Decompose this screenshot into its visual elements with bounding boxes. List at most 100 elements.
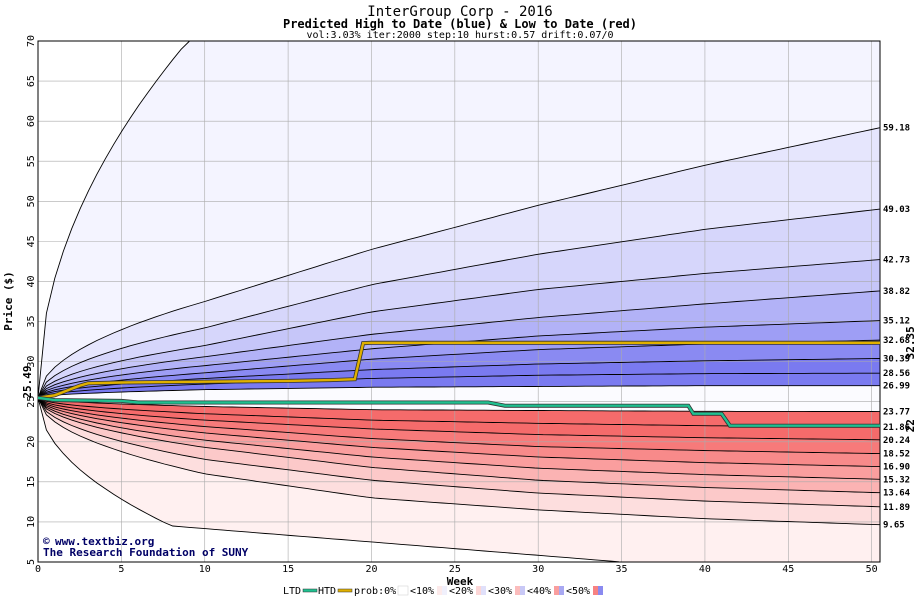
quantile-labels: 59.18 49.03 42.73 38.82 35.12 32.68 30.39 28.56… xyxy=(883,124,917,531)
plot-area xyxy=(38,41,880,562)
htd-value-label: 32.35 xyxy=(904,326,917,359)
htd-quantile-label: 35.12 xyxy=(883,317,910,327)
legend-ltd-label: LTD xyxy=(283,586,301,597)
htd-band xyxy=(38,259,880,398)
legend-bin-label: <10% xyxy=(410,586,434,597)
legend-bin-label: <30% xyxy=(488,586,512,597)
legend-bin-swatch xyxy=(442,586,447,595)
ltd-quantile-label: 11.89 xyxy=(883,503,910,513)
legend-htd-label: HTD xyxy=(318,586,336,597)
ltd-quantile-label: 20.24 xyxy=(883,436,911,446)
htd-outer-contour xyxy=(37,40,880,398)
legend-bin-label: <50% xyxy=(566,586,590,597)
legend-prob-label: prob:0% xyxy=(354,586,396,597)
htd-contour xyxy=(37,290,881,399)
ltd-band xyxy=(38,397,880,427)
legend-bin-swatch xyxy=(520,586,525,595)
chart-title: InterGroup Corp - 2016 xyxy=(367,4,552,20)
y-tick-label: 55 xyxy=(26,155,37,167)
htd-band xyxy=(38,320,880,398)
legend-bin-swatch xyxy=(437,586,442,595)
ltd-contour xyxy=(37,397,881,413)
ltd-line xyxy=(37,396,880,427)
htd-quantile-label: 49.03 xyxy=(883,205,910,215)
ltd-band xyxy=(38,397,880,454)
ltd-band xyxy=(38,397,880,480)
x-tick-label: 40 xyxy=(699,564,711,575)
legend-htd-swatch xyxy=(337,588,353,593)
htd-quantile-label: 38.82 xyxy=(883,287,910,297)
ltd-band xyxy=(38,397,880,467)
htd-band xyxy=(38,373,880,398)
ltd-contour xyxy=(37,397,881,468)
ltd-quantile-label: 23.77 xyxy=(883,408,910,418)
y-tick-label: 20 xyxy=(26,436,37,448)
y-tick-label: 45 xyxy=(26,235,37,247)
legend-bin-swatch xyxy=(515,586,520,595)
htd-band xyxy=(38,358,880,398)
ltd-band xyxy=(38,397,880,507)
y-tick-label: 15 xyxy=(26,476,37,488)
y-tick-label: 5 xyxy=(26,559,37,565)
ltd-band xyxy=(38,397,880,562)
x-axis-label: Week xyxy=(447,575,474,588)
ltd-contour xyxy=(37,397,881,441)
y-axis-label: Price ($) xyxy=(2,271,15,331)
ltd-quantile-label: 9.65 xyxy=(883,521,905,531)
legend-bin-swatch xyxy=(481,586,486,595)
htd-quantile-label: 26.99 xyxy=(883,382,910,392)
htd-quantile-label: 30.39 xyxy=(883,354,910,364)
legend-bin-label: <20% xyxy=(449,586,473,597)
ltd-quantile-label: 16.90 xyxy=(883,463,910,473)
x-tick-label: 50 xyxy=(866,564,878,575)
ltd-value-label: 22 xyxy=(904,419,917,432)
htd-band xyxy=(38,290,880,398)
ltd-contour xyxy=(37,397,881,526)
legend-bin-swatch xyxy=(476,586,481,595)
legend-bin-swatch xyxy=(593,586,598,595)
x-tick-label: 10 xyxy=(199,564,211,575)
y-tick-label: 10 xyxy=(26,516,37,528)
ltd-contour xyxy=(37,397,881,455)
credit-organization: The Research Foundation of SUNY xyxy=(43,546,249,559)
x-tick-label: 15 xyxy=(282,564,294,575)
ltd-quantile-label: 15.32 xyxy=(883,475,910,485)
x-tick-label: 35 xyxy=(616,564,628,575)
y-tick-label: 50 xyxy=(26,195,37,207)
htd-contour xyxy=(37,385,880,399)
legend-bin-swatch xyxy=(559,586,564,595)
ltd-quantile-label: 18.52 xyxy=(883,450,910,460)
x-tick-label: 45 xyxy=(782,564,794,575)
legend-bin-swatch xyxy=(554,586,559,595)
htd-quantile-label: 59.18 xyxy=(883,124,910,134)
htd-quantile-label: 42.73 xyxy=(883,256,910,266)
htd-band xyxy=(38,127,880,398)
legend: LTD HTD prob:0% <10% <20% <30% <40% <50% xyxy=(283,585,603,597)
htd-contour xyxy=(37,208,881,399)
axis-ticks: 0 5 10 15 20 25 30 35 40 45 5051015202530354045505… xyxy=(26,35,878,575)
legend-bin-label: <40% xyxy=(527,586,551,597)
htd-band xyxy=(38,340,880,398)
x-tick-label: 25 xyxy=(449,564,461,575)
htd-line xyxy=(37,341,880,399)
credit-block: © www.textbiz.org The Research Foundatio… xyxy=(43,535,249,559)
ltd-band xyxy=(38,397,880,440)
legend-bin-swatch xyxy=(598,586,603,595)
x-tick-label: 20 xyxy=(365,564,377,575)
htd-contour xyxy=(37,127,881,398)
y-tick-label: 65 xyxy=(26,75,37,87)
htd-quantile-label: 32.68 xyxy=(883,336,910,346)
y-tick-label: 60 xyxy=(26,115,37,127)
ltd-contour xyxy=(37,397,881,508)
ltd-quantile-label: 13.64 xyxy=(883,489,911,499)
copyright-icon: © xyxy=(43,535,50,548)
credit-url[interactable]: www.textbiz.org xyxy=(55,535,154,548)
y-tick-label: 70 xyxy=(26,35,37,47)
htd-contour xyxy=(37,259,881,399)
series-lines xyxy=(37,340,880,428)
start-price-label: 25.49 xyxy=(21,365,34,398)
legend-bin-swatch xyxy=(397,585,409,596)
x-tick-label: 0 xyxy=(35,564,41,575)
htd-band xyxy=(38,41,880,398)
